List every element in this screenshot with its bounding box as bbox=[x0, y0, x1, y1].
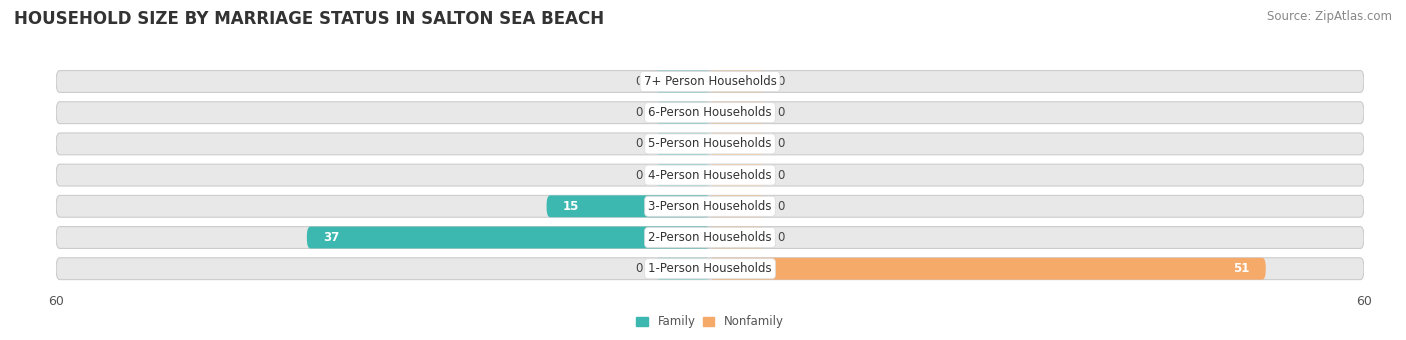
Text: 0: 0 bbox=[636, 75, 643, 88]
Text: 5-Person Households: 5-Person Households bbox=[648, 137, 772, 150]
Text: 0: 0 bbox=[778, 137, 785, 150]
FancyBboxPatch shape bbox=[56, 71, 1364, 92]
Text: HOUSEHOLD SIZE BY MARRIAGE STATUS IN SALTON SEA BEACH: HOUSEHOLD SIZE BY MARRIAGE STATUS IN SAL… bbox=[14, 10, 605, 28]
FancyBboxPatch shape bbox=[710, 133, 765, 155]
Text: 4-Person Households: 4-Person Households bbox=[648, 169, 772, 182]
Text: 0: 0 bbox=[778, 106, 785, 119]
Text: 2-Person Households: 2-Person Households bbox=[648, 231, 772, 244]
Text: 15: 15 bbox=[562, 200, 579, 213]
Legend: Family, Nonfamily: Family, Nonfamily bbox=[631, 311, 789, 333]
Text: 1-Person Households: 1-Person Households bbox=[648, 262, 772, 275]
FancyBboxPatch shape bbox=[56, 195, 1364, 217]
FancyBboxPatch shape bbox=[56, 102, 1364, 124]
FancyBboxPatch shape bbox=[710, 226, 765, 249]
FancyBboxPatch shape bbox=[710, 164, 765, 186]
Text: 6-Person Households: 6-Person Households bbox=[648, 106, 772, 119]
Text: 37: 37 bbox=[323, 231, 339, 244]
Text: 0: 0 bbox=[778, 75, 785, 88]
FancyBboxPatch shape bbox=[655, 133, 710, 155]
Text: 0: 0 bbox=[636, 137, 643, 150]
Text: 0: 0 bbox=[778, 169, 785, 182]
Text: 3-Person Households: 3-Person Households bbox=[648, 200, 772, 213]
Text: 51: 51 bbox=[1233, 262, 1250, 275]
FancyBboxPatch shape bbox=[655, 102, 710, 124]
FancyBboxPatch shape bbox=[547, 195, 710, 217]
Text: 0: 0 bbox=[636, 262, 643, 275]
Text: 0: 0 bbox=[636, 169, 643, 182]
Text: Source: ZipAtlas.com: Source: ZipAtlas.com bbox=[1267, 10, 1392, 23]
FancyBboxPatch shape bbox=[710, 195, 765, 217]
FancyBboxPatch shape bbox=[655, 258, 710, 279]
Text: 0: 0 bbox=[636, 106, 643, 119]
FancyBboxPatch shape bbox=[655, 71, 710, 92]
FancyBboxPatch shape bbox=[655, 164, 710, 186]
FancyBboxPatch shape bbox=[710, 102, 765, 124]
FancyBboxPatch shape bbox=[56, 133, 1364, 155]
Text: 0: 0 bbox=[778, 200, 785, 213]
FancyBboxPatch shape bbox=[56, 164, 1364, 186]
FancyBboxPatch shape bbox=[710, 71, 765, 92]
Text: 7+ Person Households: 7+ Person Households bbox=[644, 75, 776, 88]
Text: 0: 0 bbox=[778, 231, 785, 244]
FancyBboxPatch shape bbox=[307, 226, 710, 249]
FancyBboxPatch shape bbox=[56, 258, 1364, 279]
FancyBboxPatch shape bbox=[710, 258, 1265, 279]
FancyBboxPatch shape bbox=[56, 226, 1364, 249]
